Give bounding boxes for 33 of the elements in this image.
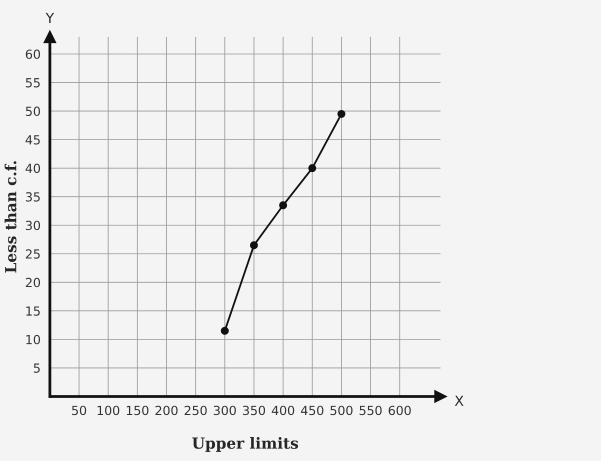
y-tick-label: 25 xyxy=(26,249,40,259)
x-tick-label: 200 xyxy=(155,406,178,416)
y-tick-label: 15 xyxy=(26,306,40,316)
x-tick-label: 350 xyxy=(242,406,266,416)
x-tick-label: 100 xyxy=(98,406,120,416)
y-tick-label: 35 xyxy=(26,192,40,202)
x-tick-label: 500 xyxy=(330,406,353,416)
x-tick-label: 450 xyxy=(300,406,324,416)
text: Y xyxy=(46,12,54,23)
y-tick-label: 60 xyxy=(26,49,40,59)
x-tick-label: 150 xyxy=(126,406,148,416)
point xyxy=(337,110,346,118)
x-tick-label: 400 xyxy=(272,406,294,416)
y-axis-title: Less than c.f. xyxy=(4,161,16,273)
x-tick-label: 300 xyxy=(214,406,236,416)
x-tick-label: 250 xyxy=(184,406,207,416)
x-tick-label: 550 xyxy=(360,406,382,416)
y-tick-label: 10 xyxy=(26,334,40,344)
y-tick-label: 5 xyxy=(34,364,40,373)
y-tick-label: 40 xyxy=(26,164,40,174)
y-tick-label: 20 xyxy=(26,278,40,288)
y-tick-label: 30 xyxy=(26,220,40,230)
point xyxy=(220,326,229,335)
x-axis-title: Upper limits xyxy=(192,437,298,452)
y-tick-label: 50 xyxy=(26,106,40,116)
point xyxy=(279,201,288,210)
x-tick-label: 50 xyxy=(72,406,86,416)
y-tick-label: 55 xyxy=(26,78,40,88)
x-tick-label: 600 xyxy=(388,406,411,416)
text: X xyxy=(454,396,464,406)
y-tick-label: 45 xyxy=(26,135,40,145)
point xyxy=(308,164,316,172)
point xyxy=(250,241,258,250)
